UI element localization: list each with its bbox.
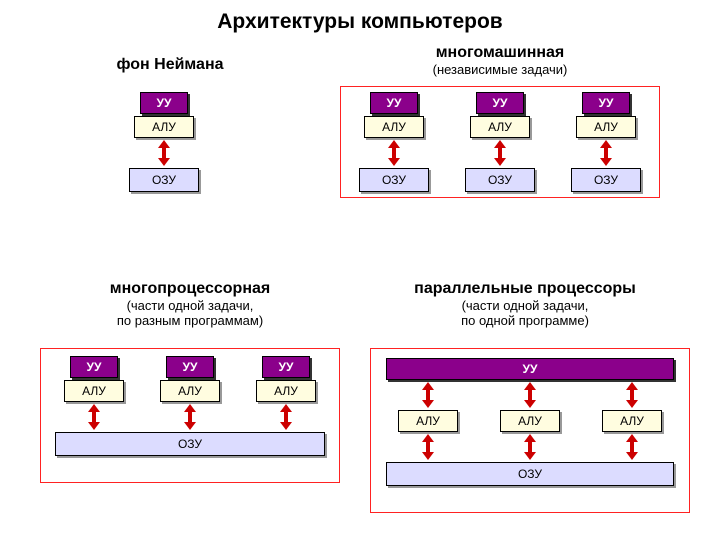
- uu-box: УУ: [476, 92, 524, 114]
- ozu-box: ОЗУ: [465, 168, 535, 192]
- arch-multimachine: многомашинная (независимые задачи): [340, 44, 660, 77]
- alu-box: АЛУ: [364, 116, 424, 138]
- bidir-arrow-icon: [626, 382, 638, 408]
- multiprocessor-desc2: по разным программам): [40, 313, 340, 328]
- bidir-arrow-icon: [524, 382, 536, 408]
- alu-box: АЛУ: [134, 116, 194, 138]
- bidir-arrow-icon: [494, 140, 506, 166]
- alu-box: АЛУ: [470, 116, 530, 138]
- alu-box: АЛУ: [256, 380, 316, 402]
- bidir-arrow-icon: [626, 434, 638, 460]
- multimachine-desc: (независимые задачи): [340, 62, 660, 77]
- bidir-arrow-icon: [280, 404, 292, 430]
- multimachine-title: многомашинная: [340, 44, 660, 62]
- alu-box: АЛУ: [500, 410, 560, 432]
- von-neumann-title: фон Неймана: [116, 56, 223, 73]
- uu-box: УУ: [140, 92, 188, 114]
- uu-box: УУ: [370, 92, 418, 114]
- ozu-box-shared: ОЗУ: [386, 462, 674, 486]
- uu-box-wide: УУ: [386, 358, 674, 380]
- parallel-desc1: (части одной задачи,: [360, 298, 690, 313]
- alu-box: АЛУ: [576, 116, 636, 138]
- alu-box: АЛУ: [64, 380, 124, 402]
- uu-box: УУ: [166, 356, 214, 378]
- bidir-arrow-icon: [388, 140, 400, 166]
- uu-box: УУ: [582, 92, 630, 114]
- uu-box: УУ: [262, 356, 310, 378]
- bidir-arrow-icon: [422, 382, 434, 408]
- page-title: Архитектуры компьютеров: [0, 10, 720, 34]
- bidir-arrow-icon: [600, 140, 612, 166]
- multiprocessor-title: многопроцессорная: [40, 280, 340, 298]
- bidir-arrow-icon: [88, 404, 100, 430]
- bidir-arrow-icon: [158, 140, 170, 166]
- arch-parallel: параллельные процессоры (части одной зад…: [360, 280, 690, 328]
- parallel-desc2: по одной программе): [360, 313, 690, 328]
- bidir-arrow-icon: [422, 434, 434, 460]
- bidir-arrow-icon: [184, 404, 196, 430]
- arch-multiprocessor: многопроцессорная (части одной задачи, п…: [40, 280, 340, 328]
- ozu-box: ОЗУ: [129, 168, 199, 192]
- alu-box: АЛУ: [398, 410, 458, 432]
- alu-box: АЛУ: [602, 410, 662, 432]
- ozu-box-shared: ОЗУ: [55, 432, 325, 456]
- bidir-arrow-icon: [524, 434, 536, 460]
- uu-box: УУ: [70, 356, 118, 378]
- alu-box: АЛУ: [160, 380, 220, 402]
- ozu-box: ОЗУ: [571, 168, 641, 192]
- ozu-box: ОЗУ: [359, 168, 429, 192]
- parallel-title: параллельные процессоры: [360, 280, 690, 298]
- multiprocessor-desc1: (части одной задачи,: [40, 298, 340, 313]
